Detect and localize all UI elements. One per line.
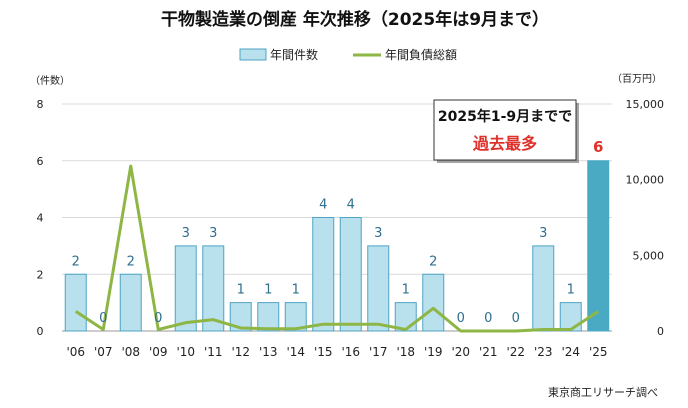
- bar: [202, 245, 225, 332]
- right-tick-label: 10,000: [626, 174, 665, 187]
- bar-value-label: 2: [72, 254, 80, 269]
- legend: 年間件数 年間負債総額: [239, 47, 457, 62]
- bar: [532, 245, 555, 332]
- bar: [229, 302, 252, 332]
- left-tick-label: 4: [37, 212, 44, 225]
- left-axis-unit: （件数）: [30, 74, 70, 87]
- left-tick-label: 8: [37, 98, 44, 111]
- bar-labels: 2 0 2 0 3 3 1 1 1 4 4 3 1 2 0 0 0 3 1 6: [72, 138, 604, 326]
- bar: [257, 302, 280, 332]
- left-tick-label: 2: [37, 268, 44, 281]
- right-tick-label: 15,000: [626, 98, 665, 111]
- left-axis-ticks: 0 2 4 6 8: [37, 98, 44, 338]
- bar-value-label: 4: [319, 198, 327, 213]
- annotation-line2: 過去最多: [472, 134, 537, 153]
- bar-value-label: 0: [99, 311, 107, 326]
- bar: [64, 273, 87, 332]
- debt-line: [74, 164, 600, 333]
- bar-value-label: 3: [374, 226, 382, 241]
- bar: [587, 160, 610, 332]
- bar-value-label: 2: [429, 254, 437, 269]
- bar: [559, 302, 582, 332]
- legend-bar-label: 年間件数: [270, 47, 318, 62]
- bar-value-label: 3: [209, 226, 217, 241]
- legend-line-label: 年間負債総額: [385, 47, 457, 62]
- x-tick-label: '18: [396, 345, 415, 359]
- bar-value-label: 6: [593, 138, 603, 156]
- bar: [312, 217, 335, 332]
- bar: [339, 217, 362, 332]
- annotation-line1: 2025年1-9月までで: [438, 108, 572, 125]
- x-tick-label: '11: [204, 345, 223, 359]
- x-tick-label: '23: [534, 345, 553, 359]
- bar-value-label: 1: [402, 283, 410, 298]
- x-tick-label: '10: [176, 345, 195, 359]
- x-tick-label: '22: [506, 345, 525, 359]
- chart-title: 干物製造業の倒産 年次推移（2025年は9月まで）: [161, 9, 549, 30]
- bar-value-label: 2: [127, 254, 135, 269]
- bar: [119, 273, 142, 332]
- grid: [62, 103, 612, 332]
- x-tick-label: '12: [231, 345, 250, 359]
- right-tick-label: 5,000: [633, 249, 665, 262]
- x-tick-label: '07: [94, 345, 113, 359]
- x-tick-label: '21: [479, 345, 498, 359]
- x-tick-label: '20: [451, 345, 470, 359]
- bar: [422, 273, 445, 332]
- x-tick-label: '19: [424, 345, 443, 359]
- bar-value-label: 0: [512, 311, 520, 326]
- x-tick-label: '25: [589, 345, 608, 359]
- x-tick-label: '13: [259, 345, 278, 359]
- debt-series-line: [74, 164, 600, 333]
- left-tick-label: 0: [37, 325, 44, 338]
- right-tick-label: 0: [657, 325, 664, 338]
- x-axis-ticks: '06 '07 '08 '09 '10 '11 '12 '13 '14 '15 '16 '17 '18 '…: [66, 345, 607, 359]
- bar-value-label: 4: [347, 198, 355, 213]
- x-tick-label: '17: [369, 345, 388, 359]
- x-tick-label: '15: [314, 345, 333, 359]
- bar-value-label: 1: [237, 283, 245, 298]
- bar: [367, 245, 390, 332]
- bar-value-label: 0: [154, 311, 162, 326]
- bar: [284, 302, 307, 332]
- legend-bar-swatch: [239, 48, 267, 61]
- bars: [64, 160, 610, 332]
- x-tick-label: '16: [341, 345, 360, 359]
- right-axis-ticks: 0 5,000 10,000 15,000: [626, 98, 665, 338]
- annotation-box: 2025年1-9月までで 過去最多: [433, 99, 579, 163]
- x-tick-label: '24: [561, 345, 580, 359]
- annotation-frame: [433, 99, 577, 161]
- x-tick-label: '08: [121, 345, 140, 359]
- bar-value-label: 1: [292, 283, 300, 298]
- bar: [174, 245, 197, 332]
- bar-value-label: 3: [539, 226, 547, 241]
- right-axis-unit: （百万円）: [612, 73, 662, 85]
- bar-value-label: 1: [567, 283, 575, 298]
- bar-value-label: 0: [484, 311, 492, 326]
- left-tick-label: 6: [37, 155, 44, 168]
- x-tick-label: '14: [286, 345, 305, 359]
- x-tick-label: '09: [149, 345, 168, 359]
- bar-value-label: 1: [264, 283, 272, 298]
- bar-value-label: 3: [182, 226, 190, 241]
- x-tick-label: '06: [66, 345, 85, 359]
- bar-value-label: 0: [457, 311, 465, 326]
- source-note: 東京商工リサーチ調べ: [548, 385, 658, 399]
